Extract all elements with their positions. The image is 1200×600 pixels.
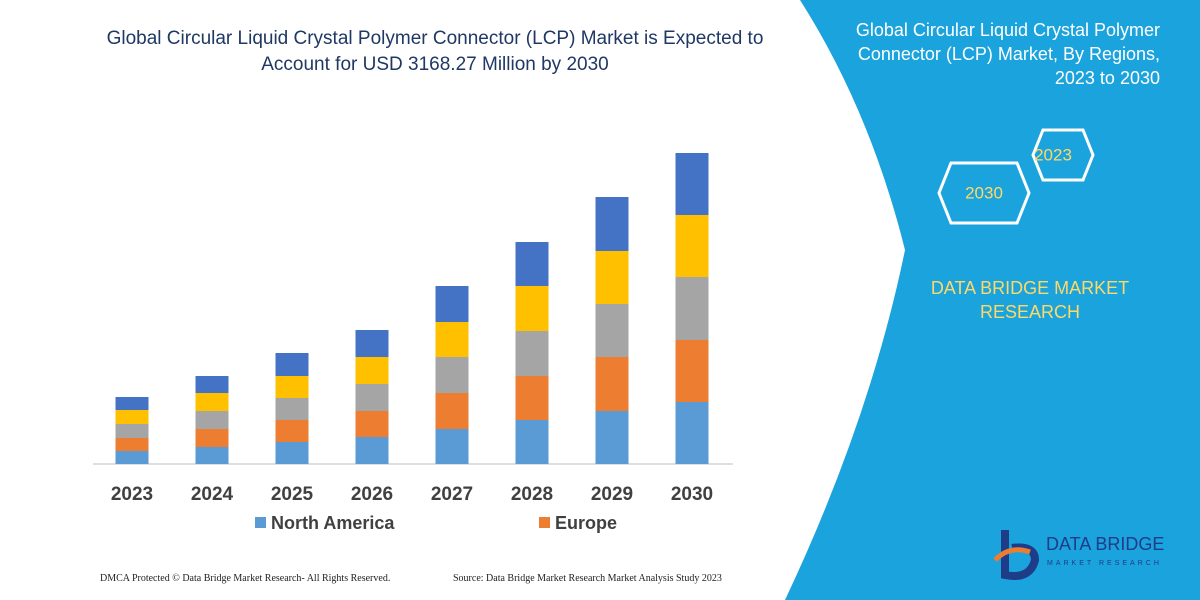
source: Source: Data Bridge Market Research Mark… [453,573,722,584]
bar-segment [515,331,549,376]
bar-segment [595,304,629,357]
bar-segment [435,322,469,357]
x-tick-label: 2023 [111,484,153,505]
bar-segment [115,397,149,410]
bar-segment [595,411,629,464]
bar-segment [595,197,629,251]
x-tick-label: 2025 [271,484,314,505]
bar-segment [195,411,229,429]
legend-swatch [255,517,266,528]
logo-mark [993,547,1031,562]
hexagon [1031,128,1095,182]
hexagon [937,161,1031,225]
legend-label: Europe [555,513,617,533]
bar-segment [675,153,709,215]
x-tick-label: 2028 [511,484,553,505]
bar-segment [115,451,149,464]
bar-segment [355,330,389,357]
logo-tagline: MARKET RESEARCH [1047,560,1162,567]
bar-segment [515,242,549,286]
x-tick-label: 2027 [431,484,473,505]
bar-segment [195,447,229,464]
bar-segment [595,357,629,411]
x-tick-label: 2026 [351,484,393,505]
bar-segment [435,429,469,464]
bar-segment [675,215,709,277]
bar-segment [355,357,389,384]
logo-name: DATA BRIDGE [1046,534,1164,554]
bar-segment [355,384,389,411]
bar-segment [675,277,709,340]
bar-segment [355,437,389,464]
copyright: DMCA Protected © Data Bridge Market Rese… [100,573,391,584]
bar-segment [675,340,709,402]
bar-segment [275,353,309,376]
bar-segment [595,251,629,304]
x-tick-label: 2024 [191,484,234,505]
bar-segment [115,410,149,424]
bar-segment [195,429,229,447]
bar-segment [675,402,709,464]
bar-segment [515,420,549,464]
bar-segment [435,393,469,429]
bar-segment [275,420,309,442]
bar-segment [515,286,549,331]
chart-title: Global Circular Liquid Crystal Polymer C… [106,28,764,75]
legend-swatch [539,517,550,528]
bar-segment [355,411,389,437]
x-tick-label: 2029 [591,484,633,505]
x-tick-label: 2030 [671,484,713,505]
bar-segment [275,398,309,420]
bar-segment [435,357,469,393]
bar-segment [275,376,309,398]
bar-segment [115,438,149,451]
panel-title: Global Circular Liquid Crystal Polymer C… [855,20,1160,88]
bar-segment [275,442,309,464]
brand: DATA BRIDGE MARKET RESEARCH [930,278,1130,322]
bar-segment [195,393,229,411]
bar-segment [115,424,149,438]
bar-segment [515,376,549,420]
bar-segment [195,376,229,393]
legend-label: North America [271,513,395,533]
bar-segment [435,286,469,322]
hexagon-label: 2023 [1034,145,1072,164]
side-panel [785,0,1200,600]
hexagon-label: 2030 [965,183,1003,202]
